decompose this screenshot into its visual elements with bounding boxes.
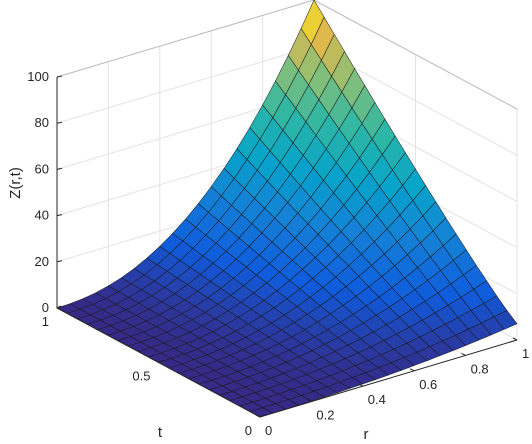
axis-lines: [56, 75, 518, 418]
r-tick-mark: [409, 368, 415, 372]
r-tick-label: 1: [522, 346, 529, 361]
r-tick-mark: [512, 337, 518, 341]
r-axis-title: r: [364, 426, 369, 443]
z-tick-label: 0: [42, 300, 49, 315]
r-tick-mark: [307, 399, 312, 403]
t-tick-mark: [259, 414, 265, 418]
r-tick-mark: [461, 352, 466, 356]
z-tick-label: 20: [35, 254, 49, 269]
z-axis-title: Z(r,t): [7, 167, 24, 199]
z-tick-mark: [56, 214, 63, 217]
t-tick-mark: [158, 360, 163, 363]
r-tick-label: 0.6: [419, 377, 437, 392]
t-tick-mark: [56, 305, 62, 309]
r-tick-label: 0.8: [471, 361, 489, 376]
grid-line-z: [56, 45, 315, 124]
r-axis-line: [259, 339, 518, 418]
z-tick-mark: [56, 260, 63, 263]
t-tick-label: 0: [245, 423, 252, 438]
r-tick-label: 0: [265, 423, 272, 438]
z-tick-mark: [56, 167, 63, 170]
z-tick-mark: [56, 121, 63, 124]
r-tick-mark: [358, 383, 364, 387]
box-top-edges: [56, 0, 518, 110]
r-tick-label: 0.2: [316, 408, 334, 423]
r-tick-mark: [255, 414, 261, 418]
t-axis-title: t: [158, 424, 163, 441]
z-tick-label: 40: [35, 208, 49, 223]
z-tick-label: 80: [35, 115, 49, 130]
z-tick-label: 60: [35, 161, 49, 176]
surface-mesh: [56, 0, 518, 418]
r-tick-label: 0.4: [368, 392, 386, 407]
t-tick-label: 1: [42, 314, 49, 329]
z-tick-mark: [56, 75, 63, 78]
z-tick-label: 100: [27, 69, 49, 84]
t-tick-label: 0.5: [132, 369, 150, 384]
